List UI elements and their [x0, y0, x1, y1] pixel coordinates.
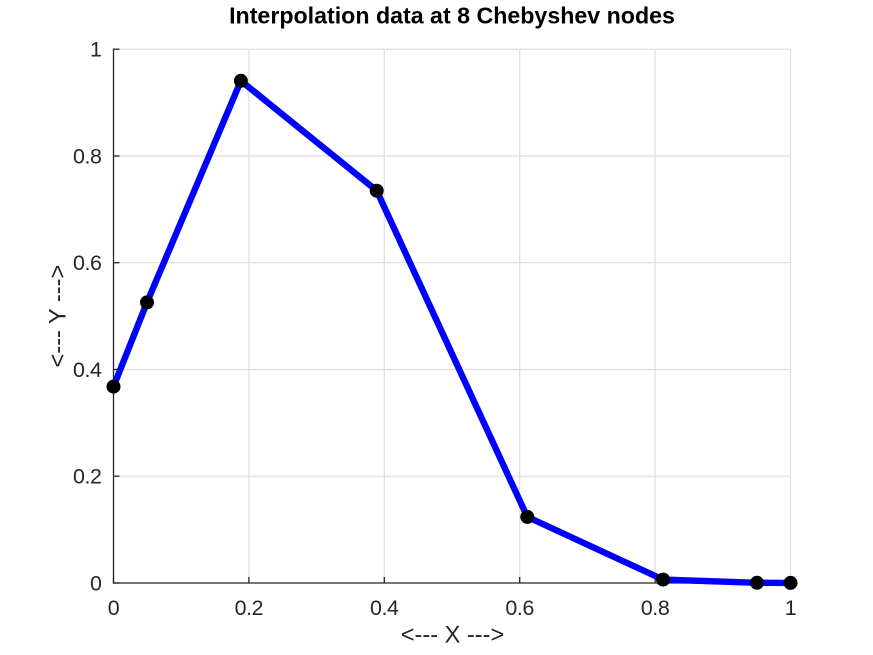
svg-text:1: 1 [785, 596, 797, 620]
svg-text:Interpolation data at 8 Chebys: Interpolation data at 8 Chebyshev nodes [229, 2, 675, 28]
svg-text:0.2: 0.2 [73, 465, 102, 489]
svg-text:<--- Y --->: <--- Y ---> [45, 265, 71, 368]
svg-text:0.2: 0.2 [235, 596, 264, 620]
svg-text:0.4: 0.4 [370, 596, 399, 620]
svg-text:0: 0 [108, 596, 120, 620]
svg-text:0: 0 [90, 571, 102, 595]
svg-text:0.8: 0.8 [641, 596, 670, 620]
svg-text:0.8: 0.8 [73, 144, 102, 168]
svg-text:0.6: 0.6 [73, 251, 102, 275]
svg-text:1: 1 [90, 38, 102, 62]
svg-text:<--- X --->: <--- X ---> [401, 623, 505, 649]
svg-text:0.6: 0.6 [505, 596, 534, 620]
svg-text:0.4: 0.4 [73, 358, 102, 382]
